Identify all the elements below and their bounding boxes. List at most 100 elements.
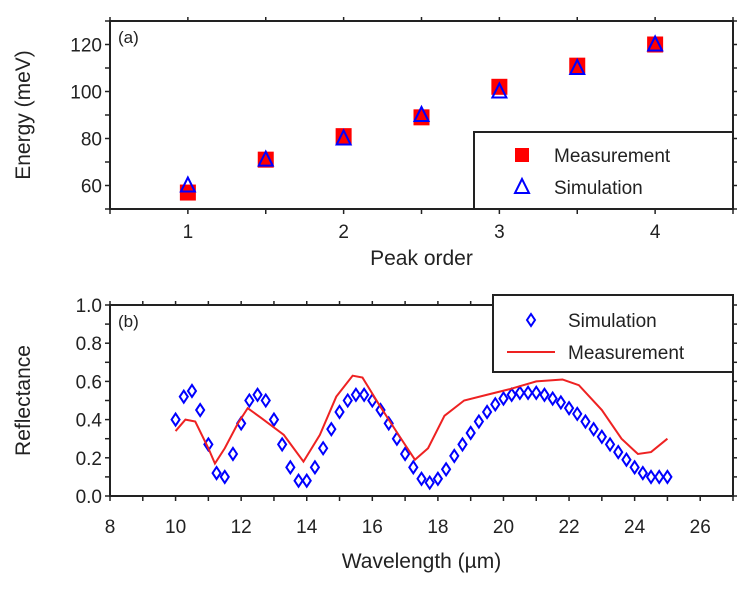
panel-b: 8 10 12 14 16 18 20 22 24 26 0.0 0.2 0.4 0.6 0.8 1.0 Wav… (12, 294, 737, 573)
series-simulation (170, 383, 673, 491)
x-tick-label: 2 (338, 222, 349, 243)
data-point-diamond (334, 404, 345, 420)
data-point-diamond (301, 472, 312, 489)
data-point-diamond (481, 404, 493, 420)
legend: Measurement Simulation (473, 131, 734, 210)
data-point-square (647, 36, 664, 53)
panel-a: 1 2 3 4 60 80 100 120 Peak order Energy (meV) (a) M… (12, 17, 737, 270)
data-point-diamond (399, 446, 411, 462)
y-axis-label: Energy (meV) (12, 50, 35, 180)
x-tick-label: 14 (296, 517, 318, 538)
x-tick-label: 24 (624, 517, 646, 538)
data-point-diamond (604, 436, 616, 453)
y-tick-label: 0.4 (76, 411, 103, 432)
data-point-diamond (506, 386, 517, 403)
data-point-triangle (646, 34, 664, 52)
data-point-diamond (317, 440, 329, 457)
data-point-diamond (555, 394, 567, 411)
data-point-diamond (424, 474, 435, 491)
data-point-diamond (408, 459, 419, 476)
data-point-diamond (490, 396, 501, 413)
x-axis-label: Peak order (370, 247, 473, 270)
data-point-triangle (412, 104, 431, 122)
data-point-diamond (170, 411, 181, 428)
data-point-diamond (252, 386, 263, 403)
x-tick-label: 20 (493, 517, 514, 538)
data-point-diamond (654, 469, 665, 485)
data-point-diamond (547, 390, 558, 407)
data-point-diamond (531, 385, 542, 401)
data-point-diamond (621, 451, 632, 468)
data-point-triangle (335, 128, 353, 146)
x-tick-label: 18 (427, 517, 448, 538)
x-tick-label: 22 (558, 517, 579, 538)
data-point-diamond (522, 385, 534, 401)
y-tick-label: 100 (70, 83, 102, 104)
data-point-diamond (449, 448, 460, 464)
data-point-diamond (588, 421, 599, 437)
panel-label: (a) (118, 28, 139, 47)
data-point-diamond (563, 400, 575, 416)
data-point-diamond (268, 411, 280, 428)
data-point-diamond (613, 444, 624, 460)
series-measurement (174, 374, 669, 466)
data-point-diamond (244, 392, 255, 409)
y-tick-label: 0.8 (76, 334, 102, 355)
data-point-diamond (383, 415, 394, 432)
x-tick-label: 10 (165, 517, 186, 538)
y-tick-label: 0.0 (76, 487, 102, 508)
data-point-diamond (637, 465, 649, 481)
x-tick-label: 26 (690, 517, 711, 538)
panel-label: (b) (118, 312, 139, 331)
data-point-diamond (186, 383, 198, 399)
data-point-diamond (178, 388, 189, 405)
data-point-square (257, 151, 274, 168)
legend: Simulation Measurement (492, 294, 734, 373)
legend-label: Simulation (568, 311, 657, 332)
data-point-diamond (440, 461, 452, 478)
data-point-diamond (498, 390, 509, 407)
y-tick-label: 1.0 (76, 296, 102, 317)
data-point-diamond (375, 402, 386, 418)
data-point-diamond (211, 465, 222, 481)
data-point-diamond (219, 469, 230, 485)
data-point-diamond (194, 402, 206, 418)
data-point-triangle (179, 175, 197, 193)
data-point-diamond (432, 471, 444, 487)
x-axis-label: Wavelength (µm) (342, 550, 502, 573)
series-simulation (179, 34, 664, 193)
data-point-diamond (580, 413, 591, 430)
data-point-diamond (358, 386, 370, 403)
measurement-line (174, 374, 669, 466)
data-point-triangle (568, 57, 586, 75)
data-point-diamond (473, 413, 485, 430)
data-point-diamond (326, 421, 337, 437)
y-tick-label: 120 (70, 36, 102, 57)
data-point-diamond (285, 459, 296, 476)
legend-label: Measurement (554, 146, 671, 167)
data-point-diamond (416, 471, 427, 487)
x-tick-label: 12 (231, 517, 252, 538)
data-point-diamond (391, 430, 403, 447)
x-tick-label: 4 (650, 222, 661, 243)
legend-label: Measurement (568, 343, 685, 364)
x-tick-label: 8 (105, 517, 116, 538)
y-tick-label: 0.2 (76, 449, 102, 470)
data-point-diamond (629, 459, 640, 476)
y-axis-label: Reflectance (12, 345, 35, 456)
y-tick-label: 60 (81, 177, 102, 198)
data-point-diamond (350, 386, 362, 403)
data-point-diamond (293, 472, 304, 489)
data-point-diamond (514, 385, 526, 401)
data-point-diamond (227, 446, 239, 462)
data-point-diamond (645, 469, 657, 485)
data-point-diamond (457, 436, 468, 453)
y-tick-label: 80 (81, 130, 102, 151)
x-tick-label: 3 (494, 222, 505, 243)
y-tick-label: 0.6 (76, 372, 102, 393)
legend-triangle-icon (513, 176, 531, 194)
data-point-triangle (257, 149, 275, 167)
legend-diamond-icon (525, 312, 537, 328)
data-point-diamond (309, 459, 321, 476)
